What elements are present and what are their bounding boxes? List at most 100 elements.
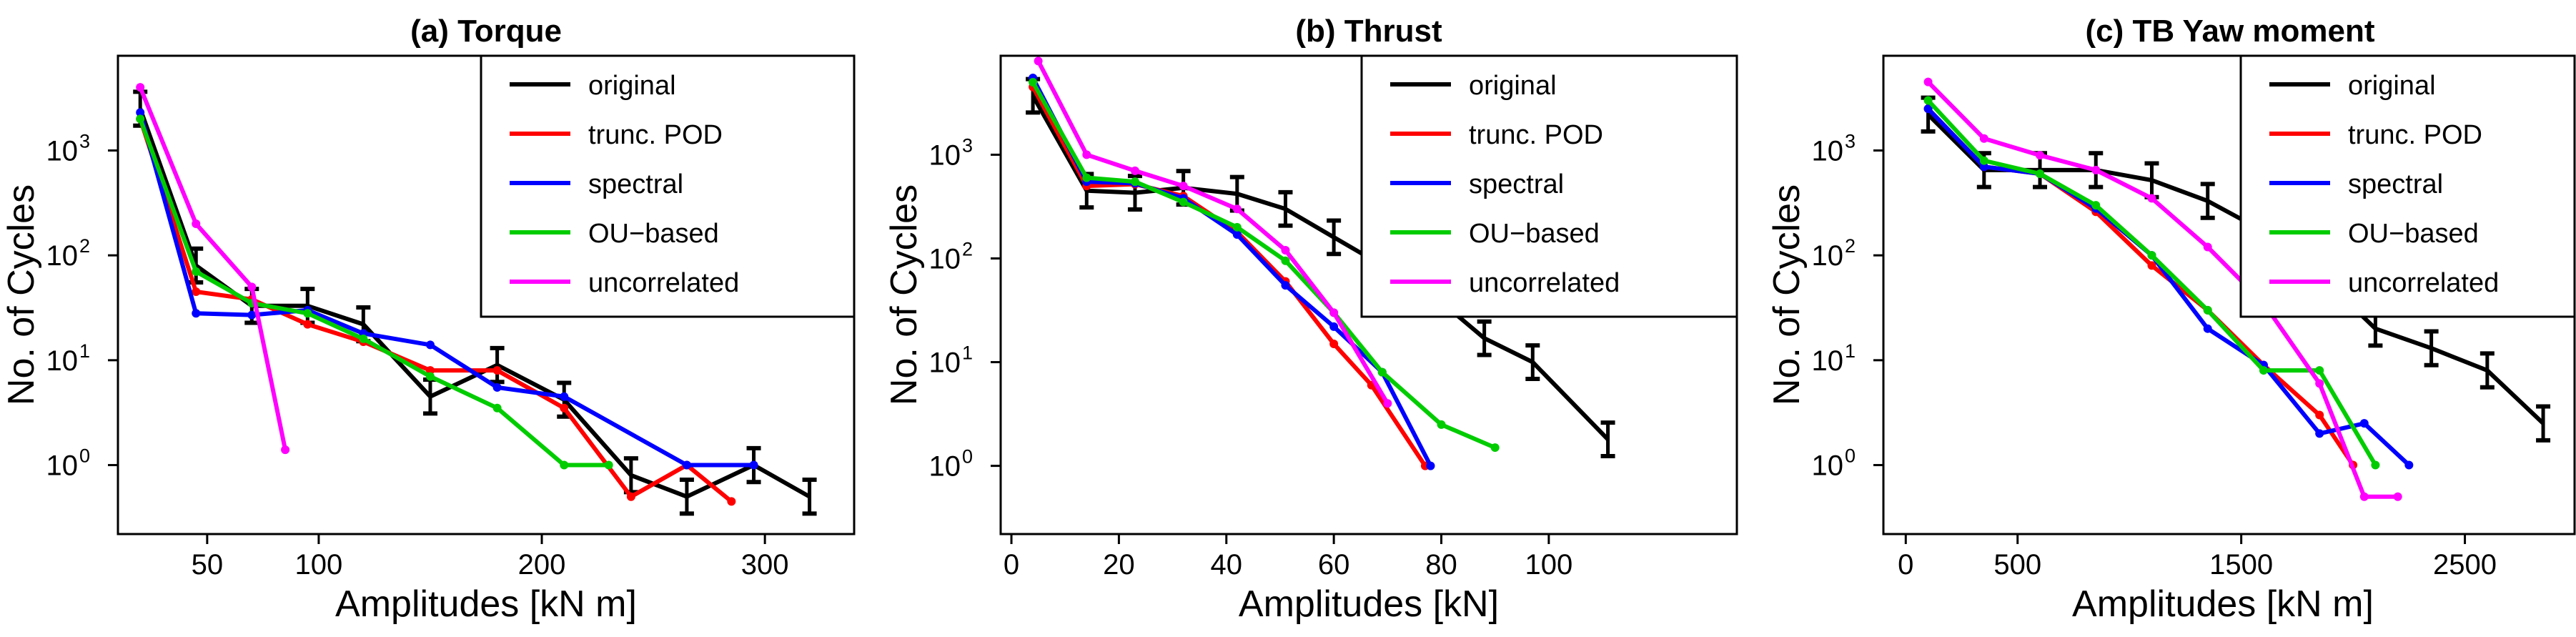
data-point <box>2091 201 2101 210</box>
legend-label: original <box>2348 71 2436 101</box>
data-point <box>626 492 635 501</box>
legend-label: OU−based <box>2348 219 2479 249</box>
chart-title: (a) Torque <box>410 14 562 49</box>
x-tick-label: 80 <box>1425 549 1457 581</box>
data-point <box>2315 366 2324 375</box>
x-tick-label: 0 <box>1898 549 1913 581</box>
chart-title: (b) Thrust <box>1295 14 1442 49</box>
legend-label: trunc. POD <box>1469 120 1603 150</box>
data-point <box>281 445 290 455</box>
data-point <box>1923 104 1933 114</box>
y-tick-exponent: 2 <box>79 235 90 257</box>
data-point <box>1179 182 1188 191</box>
legend-label: uncorrelated <box>1469 268 1620 298</box>
series-line-uncorrelated <box>1036 60 1389 405</box>
data-point <box>492 366 502 375</box>
x-tick-label: 100 <box>295 549 343 581</box>
data-point <box>2203 305 2212 315</box>
data-point <box>1329 308 1339 317</box>
x-tick-label: 40 <box>1211 549 1243 581</box>
legend-label: original <box>1469 71 1557 101</box>
y-tick-label: 10 <box>46 345 79 377</box>
data-point <box>192 219 201 229</box>
y-tick-label: 10 <box>1812 135 1844 167</box>
data-point <box>2091 165 2101 174</box>
x-tick-label: 300 <box>741 549 789 581</box>
legend: original trunc. POD spectral OU−based uncorr… <box>1360 54 1738 318</box>
legend-label: uncorrelated <box>588 268 739 298</box>
series-line-original <box>1031 94 1610 441</box>
legend-label: trunc. POD <box>588 120 723 150</box>
data-point <box>2147 261 2156 270</box>
series-group <box>1921 77 2551 501</box>
legend-label: spectral <box>1469 169 1564 199</box>
data-point <box>2147 194 2156 203</box>
data-point <box>560 392 569 401</box>
x-axis-label: Amplitudes [kN m] <box>335 583 637 625</box>
data-point <box>560 460 569 470</box>
data-point <box>2259 366 2268 375</box>
data-point <box>749 460 758 470</box>
data-point <box>2359 492 2369 501</box>
y-tick-label: 10 <box>1812 345 1844 377</box>
y-tick-label: 10 <box>929 347 961 379</box>
y-tick-exponent: 3 <box>962 134 973 156</box>
data-point <box>1082 150 1091 159</box>
data-point <box>1329 322 1339 331</box>
y-tick-exponent: 2 <box>962 238 973 260</box>
data-point <box>2393 492 2402 501</box>
data-point <box>1329 340 1339 349</box>
data-point <box>425 372 435 381</box>
data-point <box>1130 166 1139 175</box>
y-tick-exponent: 0 <box>962 446 973 468</box>
x-axis-label: Amplitudes [kN m] <box>2072 583 2374 625</box>
y-axis-label: No. of Cycles <box>1766 184 1808 405</box>
data-point <box>1281 246 1290 255</box>
y-tick-exponent: 1 <box>962 342 973 364</box>
chart-title: (c) TB Yaw moment <box>2085 14 2374 49</box>
y-axis-label: No. of Cycles <box>883 184 925 405</box>
data-point <box>682 460 691 470</box>
data-point <box>492 403 502 413</box>
legend-label: OU−based <box>1469 219 1600 249</box>
data-point <box>2359 419 2369 428</box>
data-point <box>136 114 145 124</box>
y-tick-label: 10 <box>1812 450 1844 482</box>
data-point <box>1232 204 1242 214</box>
data-point <box>2315 429 2324 438</box>
data-point <box>2315 410 2324 420</box>
y-tick-exponent: 0 <box>79 445 90 467</box>
legend-box <box>480 54 856 318</box>
data-point <box>1979 156 1988 165</box>
x-tick-label: 200 <box>518 549 566 581</box>
legend-label: spectral <box>588 169 683 199</box>
data-point <box>303 309 312 318</box>
data-point <box>192 267 201 276</box>
data-point <box>1979 162 1988 172</box>
data-point <box>1979 134 1988 143</box>
x-tick-label: 500 <box>1993 549 2041 581</box>
x-tick-label: 100 <box>1525 549 1572 581</box>
data-point <box>1437 420 1446 429</box>
series-line-ou-based <box>1031 81 1496 450</box>
data-point <box>2036 169 2045 179</box>
data-point <box>492 382 502 392</box>
y-tick-exponent: 3 <box>79 130 90 152</box>
legend-label: OU−based <box>588 219 719 249</box>
data-point <box>1232 222 1242 232</box>
data-point <box>1232 230 1242 240</box>
data-point <box>359 334 368 343</box>
data-point <box>247 282 257 292</box>
data-point <box>604 460 613 470</box>
y-tick-label: 10 <box>929 243 961 275</box>
data-point <box>136 108 145 117</box>
x-axis-label: Amplitudes [kN] <box>1239 583 1499 625</box>
legend: original trunc. POD spectral OU−based uncorr… <box>2239 54 2576 318</box>
y-tick-exponent: 0 <box>1845 445 1856 467</box>
data-point <box>1179 197 1188 207</box>
legend-label: trunc. POD <box>2348 120 2482 150</box>
data-point <box>1029 78 1038 87</box>
x-tick-label: 2500 <box>2433 549 2497 581</box>
